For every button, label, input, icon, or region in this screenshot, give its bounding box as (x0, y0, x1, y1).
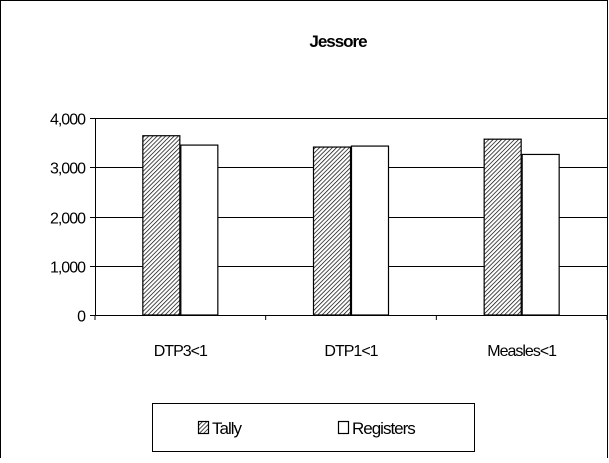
x-axis: DTP3<1 DTP1<1 Measles<1 (94, 315, 608, 360)
legend-label-registers: Registers (352, 419, 415, 438)
bar-tally (142, 135, 181, 316)
bar-registers (350, 145, 390, 316)
legend: Tally Registers (152, 403, 475, 452)
y-tick-label: 4,000 (50, 112, 86, 129)
x-tick-label: DTP1<1 (324, 343, 378, 360)
legend-label-tally: Tally (212, 419, 243, 438)
bar-registers (180, 144, 219, 316)
bar-tally (312, 146, 352, 316)
x-tick-label: Measles<1 (487, 343, 557, 360)
chart-title: Jessore (309, 32, 367, 51)
y-tick-label: 2,000 (50, 211, 86, 228)
y-tick-label: 0 (77, 309, 86, 326)
bars (142, 135, 560, 316)
y-tick-label: 1,000 (50, 260, 86, 277)
legend-swatch-registers (337, 420, 350, 435)
x-tick-label: DTP3<1 (154, 343, 208, 360)
bar-registers (521, 153, 560, 316)
bar-tally (483, 138, 522, 316)
legend-swatch-tally (197, 420, 210, 435)
y-tick-label: 3,000 (50, 161, 86, 178)
y-axis: 0 1,000 2,000 3,000 4,000 (50, 112, 96, 326)
